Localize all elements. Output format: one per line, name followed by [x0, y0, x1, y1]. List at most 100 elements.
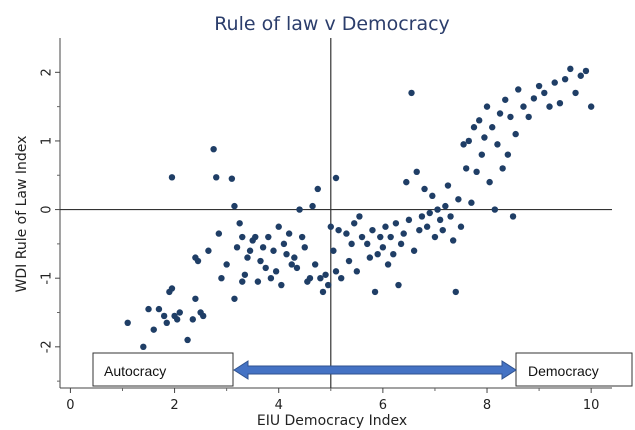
scatter-point: [530, 95, 538, 102]
scatter-point: [577, 72, 584, 79]
scatter-point: [275, 223, 282, 230]
scatter-point: [535, 82, 543, 90]
x-tick-label: 8: [483, 398, 491, 413]
democracy-box: [515, 352, 633, 387]
scatter-point: [395, 281, 402, 289]
scatter-point: [483, 103, 491, 110]
scatter-point: [351, 220, 358, 227]
scatter-point: [236, 220, 243, 227]
scatter-point: [140, 343, 147, 351]
scatter-point: [228, 175, 236, 182]
y-axis-label: WDI Rule of Law Index: [14, 136, 30, 293]
scatter-point: [259, 244, 267, 251]
scatter-point: [356, 213, 363, 220]
scatter-point: [291, 254, 298, 261]
scatter-point: [447, 213, 454, 220]
scatter-point: [551, 79, 558, 86]
scatter-point: [449, 237, 457, 244]
scatter-point: [205, 247, 212, 254]
scatter-point: [436, 216, 444, 224]
scatter-point: [239, 233, 246, 241]
scatter-point: [423, 223, 431, 230]
x-axis-label: EIU Democracy Index: [257, 413, 407, 429]
scatter-point: [155, 305, 163, 313]
scatter-point: [239, 278, 246, 285]
scatter-point: [541, 89, 548, 97]
scatter-point: [379, 244, 387, 251]
scatter-point: [476, 117, 483, 124]
scatter-point: [371, 288, 379, 296]
scatter-point: [327, 223, 334, 230]
scatter-point: [408, 89, 415, 97]
scatter-point: [332, 174, 340, 182]
autocracy-box: [92, 352, 234, 387]
double-arrow-icon: [233, 360, 517, 380]
scatter-point: [556, 99, 564, 107]
scatter-point: [561, 75, 569, 83]
scatter-point: [387, 233, 394, 241]
scatter-point: [270, 247, 277, 254]
scatter-point: [231, 202, 238, 210]
x-axis-ticks: 0 2 4 6 8 10: [66, 388, 599, 413]
scatter-point: [189, 316, 196, 323]
scatter-point: [223, 261, 230, 268]
scatter-point: [509, 213, 517, 220]
scatter-point: [429, 192, 436, 200]
scatter-point: [163, 319, 170, 327]
scatter-point: [213, 174, 220, 181]
scatter-point: [231, 295, 238, 302]
scatter-point: [244, 254, 251, 261]
scatter-point: [210, 145, 217, 153]
y-tick-label: -1: [40, 272, 55, 285]
scatter-point: [512, 130, 519, 138]
scatter-point: [525, 113, 532, 121]
scatter-point: [332, 268, 340, 275]
scatter-point: [160, 312, 168, 320]
y-tick-label: 1: [40, 137, 55, 145]
scatter-point: [252, 233, 259, 241]
x-tick-label: 2: [170, 398, 178, 413]
scatter-point: [520, 103, 527, 110]
scatter-point: [306, 274, 314, 282]
scatter-point: [317, 274, 324, 282]
x-tick-label: 6: [379, 398, 387, 413]
scatter-point: [345, 257, 353, 265]
scatter-point: [322, 271, 329, 278]
scatter-point: [434, 206, 441, 213]
scatter-point: [546, 103, 553, 110]
scatter-point: [364, 240, 371, 248]
scatter-point: [343, 230, 350, 237]
scatter-point: [192, 295, 199, 302]
scatter-point: [452, 288, 459, 296]
scatter-point: [241, 271, 249, 278]
scatter-point: [377, 233, 384, 241]
scatter-point: [410, 247, 418, 254]
scatter-point: [168, 285, 176, 292]
scatter-point: [374, 250, 381, 258]
scatter-point: [369, 226, 376, 234]
scatter-point: [278, 281, 285, 289]
scatter-point: [403, 178, 410, 186]
scatter-point: [353, 268, 361, 275]
scatter-point: [173, 316, 181, 323]
scatter-point: [460, 141, 467, 148]
scatter-point: [384, 261, 392, 268]
scatter-point: [499, 165, 506, 172]
scatter-point: [405, 216, 413, 224]
scatter-point: [254, 278, 262, 285]
scatter-point: [494, 141, 501, 148]
scatter-point: [496, 110, 504, 117]
scatter-point: [280, 240, 288, 248]
scatter-point: [572, 89, 579, 97]
scatter-point: [457, 223, 465, 230]
scatter-point: [335, 226, 342, 234]
scatter-point: [416, 226, 423, 234]
scatter-point: [257, 257, 264, 265]
chart-title: Rule of law v Democracy: [214, 13, 450, 35]
scatter-point: [124, 319, 131, 327]
scatter-point: [567, 65, 574, 73]
scatter-point: [265, 233, 272, 241]
scatter-point: [145, 305, 152, 313]
y-tick-label: -2: [40, 340, 55, 353]
